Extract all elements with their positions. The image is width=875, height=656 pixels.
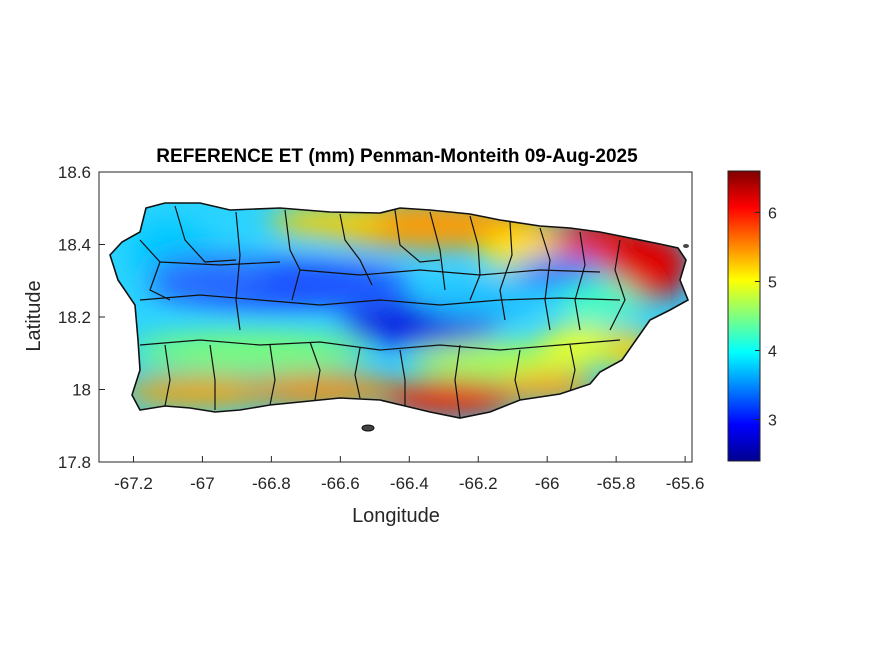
x-tick-label: -65.8 xyxy=(597,474,636,493)
colorbar xyxy=(727,170,761,462)
x-axis: -67.2 -67 -66.8 -66.6 -66.4 -66.2 -66 -65.8 -65.… xyxy=(114,456,704,493)
colorbar-tick-label: 6 xyxy=(768,205,777,222)
y-tick-label: 18.4 xyxy=(58,236,91,255)
y-axis: 18.6 18.4 18.2 18 17.8 xyxy=(58,163,105,472)
municipality-boundaries xyxy=(139,205,626,418)
x-axis-label: Longitude xyxy=(352,505,440,527)
x-tick-label: -66 xyxy=(535,474,560,493)
y-tick-label: 18.6 xyxy=(58,163,91,182)
y-tick-label: 18.2 xyxy=(58,308,91,327)
x-tick-label: -66.6 xyxy=(321,474,360,493)
colorbar-tick-label: 3 xyxy=(768,413,777,430)
x-tick-label: -65.6 xyxy=(666,474,705,493)
chart-title: REFERENCE ET (mm) Penman-Monteith 09-Aug… xyxy=(156,146,638,167)
x-tick-label: -66.2 xyxy=(459,474,498,493)
colorbar-tick-label: 4 xyxy=(768,344,777,361)
x-tick-label: -66.8 xyxy=(252,474,291,493)
colorbar-tick-label: 5 xyxy=(768,274,777,291)
y-tick-label: 18 xyxy=(72,381,91,400)
x-tick-label: -67.2 xyxy=(114,474,153,493)
islet-east xyxy=(683,244,689,248)
y-axis-label: Latitude xyxy=(23,280,45,351)
x-tick-label: -66.4 xyxy=(390,474,429,493)
y-tick-label: 17.8 xyxy=(58,453,91,472)
islet-caja-de-muertos xyxy=(361,424,375,432)
x-tick-label: -67 xyxy=(190,474,215,493)
colorbar-ticks: 6 5 4 3 xyxy=(755,205,777,430)
